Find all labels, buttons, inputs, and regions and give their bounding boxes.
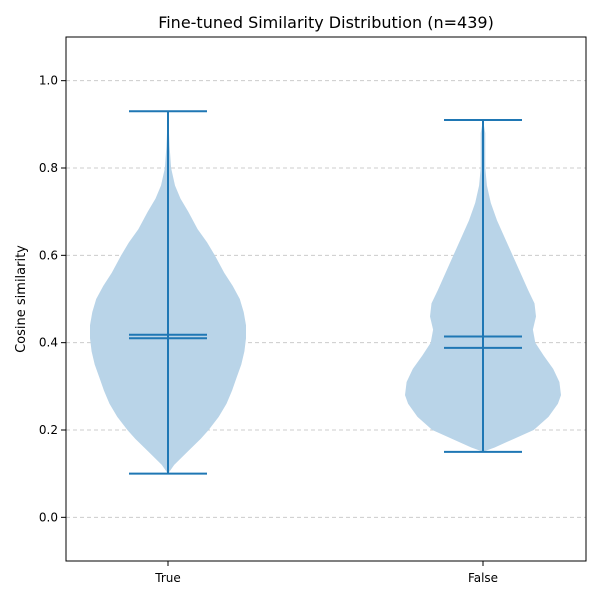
violin-stat-lines <box>129 110 522 475</box>
x-tick-label: False <box>468 571 498 585</box>
y-tick-label: 0.8 <box>39 161 58 175</box>
chart-title: Fine-tuned Similarity Distribution (n=43… <box>158 13 494 32</box>
violin-bodies <box>90 111 561 474</box>
y-tick-label: 0.0 <box>39 510 58 524</box>
y-tick-label: 0.4 <box>39 336 58 350</box>
y-axis-label: Cosine similarity <box>14 245 29 353</box>
y-tick-label: 0.6 <box>39 248 58 262</box>
ticks: 0.0 0.2 0.4 0.6 0.8 1.0 True False <box>39 74 498 585</box>
axes <box>65 36 587 562</box>
plot-frame <box>65 36 587 562</box>
y-tick-label: 1.0 <box>39 74 58 88</box>
y-tick-label: 0.2 <box>39 423 58 437</box>
x-tick-label: True <box>154 571 181 585</box>
